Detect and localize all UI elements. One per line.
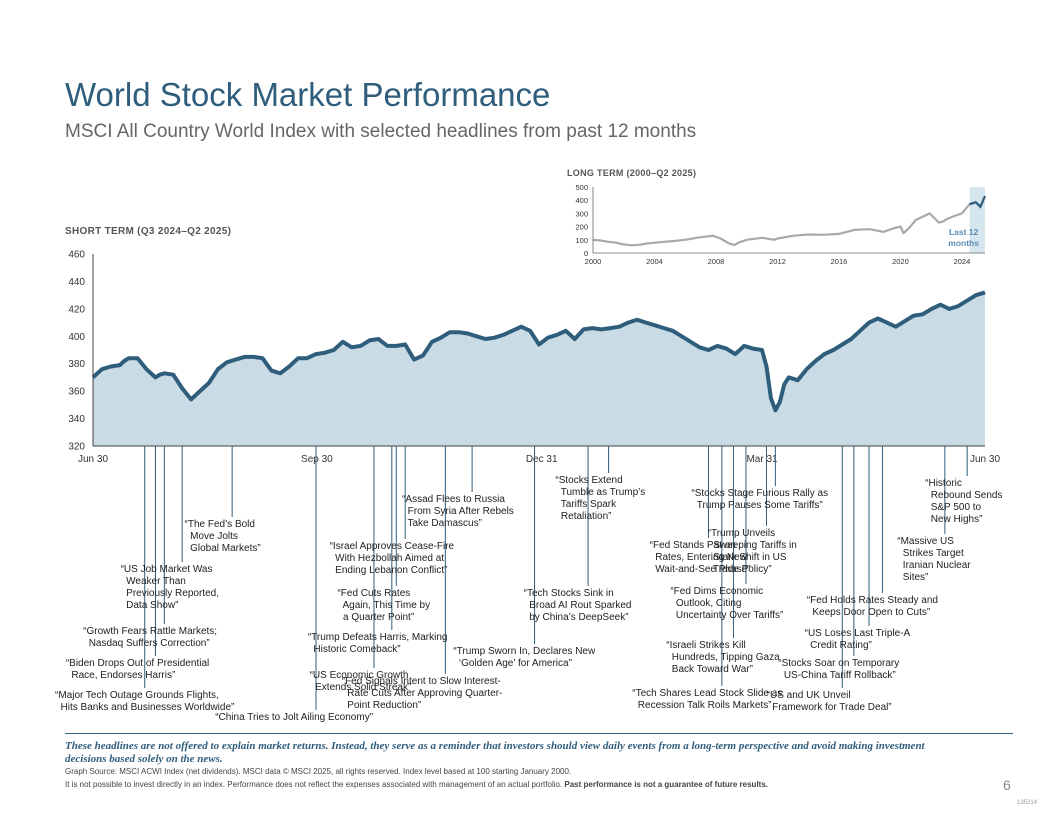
headline-text: “China Tries to Jolt Ailing Economy” bbox=[215, 712, 374, 723]
short-term-y-tick-label: 440 bbox=[68, 277, 85, 288]
long-term-x-tick-label: 2012 bbox=[769, 257, 786, 266]
headline-text: “Trump Sworn In, Declares New ‘Golden Ag… bbox=[453, 646, 596, 669]
long-term-y-tick-label: 200 bbox=[575, 223, 588, 232]
short-term-y-tick-label: 360 bbox=[68, 387, 85, 398]
long-term-y-tick-label: 400 bbox=[575, 196, 588, 205]
short-term-y-tick-label: 380 bbox=[68, 359, 85, 370]
page-title: World Stock Market Performance bbox=[65, 76, 551, 113]
page-number: 6 bbox=[1003, 777, 1011, 793]
headline-text: “Major Tech Outage Grounds Flights, Hits… bbox=[55, 690, 235, 713]
short-term-y-tick-label: 420 bbox=[68, 304, 85, 315]
footer-note: It is not possible to invest directly in… bbox=[65, 780, 768, 789]
short-term-y-tick-label: 340 bbox=[68, 414, 85, 425]
long-term-y-tick-label: 500 bbox=[575, 183, 588, 192]
headline-text: “US Loses Last Triple-A Credit Rating” bbox=[804, 628, 911, 651]
headline-text: “US and UK Unveil Framework for Trade De… bbox=[766, 690, 892, 713]
short-term-x-tick-label: Jun 30 bbox=[970, 454, 1000, 465]
headline-text: “Fed Stands Pat on Rates, Entering New W… bbox=[649, 540, 751, 575]
long-term-y-tick-label: 300 bbox=[575, 209, 588, 218]
headline-text: “US Job Market Was Weaker Than Previousl… bbox=[120, 564, 219, 611]
headline-text: “The Fed’s Bold Move Jolts Global Market… bbox=[184, 519, 261, 554]
long-term-x-tick-label: 2020 bbox=[892, 257, 909, 266]
headline-text: “US Economic Growth Extends Solid Streak… bbox=[309, 670, 412, 693]
short-term-x-tick-label: Mar 31 bbox=[746, 454, 778, 465]
headline-text: “Assad Flees to Russia From Syria After … bbox=[402, 494, 514, 529]
short-term-y-tick-label: 400 bbox=[68, 332, 85, 343]
long-term-x-tick-label: 2024 bbox=[954, 257, 971, 266]
long-term-x-tick-label: 2016 bbox=[831, 257, 848, 266]
inset-highlight-label: months bbox=[948, 238, 979, 248]
inset-highlight-label: Last 12 bbox=[949, 227, 979, 237]
short-term-line bbox=[91, 290, 986, 413]
headline-text: “Stocks Extend Tumble as Trump’s Tariffs… bbox=[555, 475, 646, 522]
headline-text: “Israel Approves Cease-Fire With Hezboll… bbox=[329, 541, 455, 576]
footer-note-bold: Past performance is not a guarantee of f… bbox=[564, 780, 768, 789]
headline-text: “Tech Stocks Sink in Broad AI Rout Spark… bbox=[523, 588, 632, 623]
headline-text: “Fed Holds Rates Steady and Keeps Door O… bbox=[806, 595, 938, 618]
long-term-label: LONG TERM (2000–Q2 2025) bbox=[567, 168, 697, 178]
document-code: 135214 bbox=[1017, 800, 1038, 806]
headline-text: “Trump Unveils Sweeping Tariffs in Stark… bbox=[707, 528, 797, 575]
short-term-chart: 320 340 360 380 400 420 440 460 Jun 30 Sep 30 Dec … bbox=[68, 250, 1000, 710]
headline-text: “Historic Rebound Sends S&P 500 to New H… bbox=[925, 478, 1003, 525]
short-term-x-tick-label: Jun 30 bbox=[78, 454, 108, 465]
short-term-label: SHORT TERM (Q3 2024–Q2 2025) bbox=[65, 226, 232, 237]
long-term-x-tick-label: 2000 bbox=[585, 257, 602, 266]
headline-text: “Fed Cuts Rates Again, This Time by a Qu… bbox=[337, 588, 431, 623]
headline-text: “Stocks Stage Furious Rally as Trump Pau… bbox=[691, 488, 829, 511]
headline-text: “Massive US Strikes Target Iranian Nucle… bbox=[897, 536, 971, 583]
headline-text: “Israeli Strikes Kill Hundreds, Tipping … bbox=[666, 640, 780, 675]
long-term-x-tick-label: 2008 bbox=[708, 257, 725, 266]
headline-text: “Trump Defeats Harris, Marking Historic … bbox=[307, 632, 448, 655]
short-term-x-tick-label: Sep 30 bbox=[301, 454, 333, 465]
long-term-y-tick-label: 0 bbox=[584, 249, 588, 258]
short-term-y-tick-label: 460 bbox=[68, 250, 85, 261]
headline-text: “Tech Shares Lead Stock Slide as Recessi… bbox=[632, 688, 783, 711]
headline-text: “Fed Signals Intent to Slow Interest- Ra… bbox=[341, 676, 503, 711]
short-term-area bbox=[93, 292, 985, 446]
footer-disclaimer: These headlines are not offered to expla… bbox=[65, 740, 925, 765]
long-term-line-recent bbox=[969, 195, 987, 209]
long-term-x-tick-label: 2004 bbox=[646, 257, 663, 266]
footer-note-plain: It is not possible to invest directly in… bbox=[65, 780, 565, 789]
headline-text: “Stocks Soar on Temporary US-China Tarif… bbox=[778, 658, 900, 681]
footer-source: Graph Source: MSCI ACWI Index (net divid… bbox=[65, 767, 572, 776]
page-subtitle: MSCI All Country World Index with select… bbox=[65, 121, 697, 142]
long-term-line bbox=[592, 195, 987, 247]
headline-text: “Fed Dims Economic Outlook, Citing Uncer… bbox=[670, 586, 784, 621]
headline-text: “Biden Drops Out of Presidential Race, E… bbox=[65, 658, 210, 681]
footer-divider bbox=[65, 733, 1013, 734]
long-term-y-tick-label: 100 bbox=[575, 236, 588, 245]
headline-text: “Growth Fears Rattle Markets; Nasdaq Suf… bbox=[83, 626, 218, 649]
short-term-y-tick-label: 320 bbox=[68, 442, 85, 453]
short-term-x-tick-label: Dec 31 bbox=[526, 454, 558, 465]
